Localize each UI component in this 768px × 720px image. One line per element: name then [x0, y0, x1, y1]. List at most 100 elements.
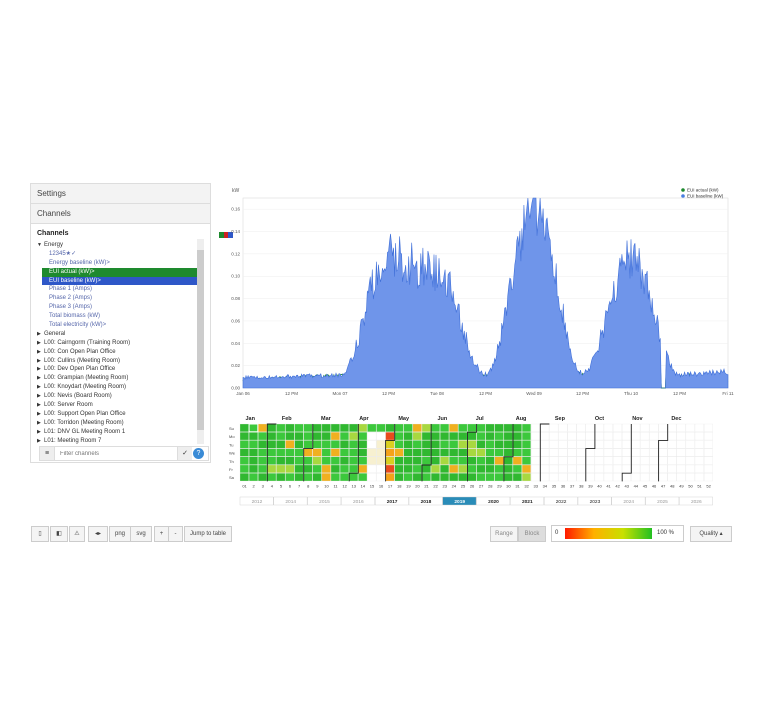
- heatmap-cell[interactable]: [576, 448, 586, 457]
- heatmap-cell[interactable]: [467, 464, 477, 473]
- heatmap-cell[interactable]: [285, 473, 295, 482]
- heatmap-cell[interactable]: [540, 448, 550, 457]
- heatmap-cell[interactable]: [603, 448, 613, 457]
- heatmap-cell[interactable]: [430, 473, 440, 482]
- heatmap-cell[interactable]: [394, 432, 404, 441]
- heatmap-cell[interactable]: [239, 423, 249, 432]
- heatmap-cell[interactable]: [521, 464, 531, 473]
- heatmap-cell[interactable]: [258, 432, 268, 441]
- heatmap-cell[interactable]: [321, 432, 331, 441]
- heatmap-cell[interactable]: [485, 440, 495, 449]
- heatmap-cell[interactable]: [576, 473, 586, 482]
- caret-right-icon[interactable]: ▶: [37, 366, 41, 373]
- heatmap-cell[interactable]: [358, 473, 368, 482]
- heatmap-cell[interactable]: [285, 456, 295, 465]
- heatmap-cell[interactable]: [531, 464, 541, 473]
- heatmap-cell[interactable]: [449, 440, 459, 449]
- heatmap-cell[interactable]: [339, 448, 349, 457]
- heatmap-cell[interactable]: [303, 473, 313, 482]
- caret-right-icon[interactable]: ▶: [37, 393, 41, 400]
- heatmap-cell[interactable]: [467, 473, 477, 482]
- heatmap-cell[interactable]: [412, 448, 422, 457]
- heatmap-cell[interactable]: [521, 448, 531, 457]
- year-button[interactable]: [442, 496, 477, 506]
- heatmap-cell[interactable]: [303, 456, 313, 465]
- heatmap-cell[interactable]: [658, 448, 668, 457]
- heatmap-cell[interactable]: [640, 432, 650, 441]
- heatmap-cell[interactable]: [622, 432, 632, 441]
- heatmap-cell[interactable]: [403, 456, 413, 465]
- heatmap-cell[interactable]: [622, 473, 632, 482]
- heatmap-cell[interactable]: [458, 432, 468, 441]
- year-button[interactable]: [239, 496, 274, 506]
- heatmap-cell[interactable]: [512, 448, 522, 457]
- layers-icon[interactable]: ◧: [50, 526, 68, 542]
- heatmap-cell[interactable]: [576, 423, 586, 432]
- channel-tree-item[interactable]: ▶ L00: Grampian (Meeting Room): [37, 374, 197, 383]
- channel-tree-item[interactable]: ▶ L00: Support Open Plan Office: [37, 410, 197, 419]
- heatmap-cell[interactable]: [267, 432, 277, 441]
- heatmap-cell[interactable]: [640, 423, 650, 432]
- heatmap-cell[interactable]: [649, 448, 659, 457]
- heatmap-cell[interactable]: [467, 423, 477, 432]
- heatmap-cell[interactable]: [558, 456, 568, 465]
- heatmap-cell[interactable]: [403, 464, 413, 473]
- heatmap-cell[interactable]: [349, 473, 359, 482]
- heatmap-cell[interactable]: [403, 473, 413, 482]
- heatmap-cell[interactable]: [476, 448, 486, 457]
- year-button[interactable]: [679, 496, 713, 506]
- heatmap-cell[interactable]: [358, 448, 368, 457]
- heatmap-cell[interactable]: [412, 423, 422, 432]
- heatmap-cell[interactable]: [567, 464, 577, 473]
- heatmap-cell[interactable]: [640, 473, 650, 482]
- heatmap-cell[interactable]: [494, 448, 504, 457]
- heatmap-cell[interactable]: [485, 423, 495, 432]
- heatmap-cell[interactable]: [294, 456, 304, 465]
- heatmap-cell[interactable]: [576, 464, 586, 473]
- heatmap-cell[interactable]: [558, 423, 568, 432]
- heatmap-cell[interactable]: [631, 432, 641, 441]
- check-icon[interactable]: ✓: [177, 447, 192, 460]
- heatmap-cell[interactable]: [603, 473, 613, 482]
- caret-right-icon[interactable]: ▶: [37, 348, 41, 355]
- heatmap-cell[interactable]: [703, 423, 713, 432]
- heatmap-cell[interactable]: [685, 456, 695, 465]
- heatmap-cell[interactable]: [631, 440, 641, 449]
- heatmap-cell[interactable]: [631, 456, 641, 465]
- heatmap-cell[interactable]: [676, 473, 686, 482]
- heatmap-cell[interactable]: [576, 456, 586, 465]
- heatmap-cell[interactable]: [494, 473, 504, 482]
- heatmap-cell[interactable]: [330, 473, 340, 482]
- heatmap-cell[interactable]: [658, 456, 668, 465]
- heatmap-cell[interactable]: [540, 423, 550, 432]
- heatmap-cell[interactable]: [349, 432, 359, 441]
- heatmap-cell[interactable]: [694, 464, 704, 473]
- heatmap-cell[interactable]: [421, 432, 431, 441]
- heatmap-cell[interactable]: [549, 456, 559, 465]
- heatmap-cell[interactable]: [258, 473, 268, 482]
- heatmap-cell[interactable]: [467, 456, 477, 465]
- warning-icon[interactable]: ⚠: [69, 526, 85, 542]
- heatmap-cell[interactable]: [658, 423, 668, 432]
- heatmap-cell[interactable]: [567, 440, 577, 449]
- heatmap-cell[interactable]: [321, 473, 331, 482]
- heatmap-cell[interactable]: [385, 473, 395, 482]
- heatmap-cell[interactable]: [685, 432, 695, 441]
- heatmap-cell[interactable]: [312, 423, 322, 432]
- heatmap-cell[interactable]: [430, 423, 440, 432]
- heatmap-cell[interactable]: [430, 464, 440, 473]
- heatmap-cell[interactable]: [321, 456, 331, 465]
- heatmap-cell[interactable]: [394, 440, 404, 449]
- heatmap-cell[interactable]: [421, 423, 431, 432]
- heatmap-cell[interactable]: [394, 473, 404, 482]
- heatmap-cell[interactable]: [612, 423, 622, 432]
- heatmap-cell[interactable]: [676, 423, 686, 432]
- heatmap-cell[interactable]: [658, 464, 668, 473]
- heatmap-cell[interactable]: [339, 432, 349, 441]
- heatmap-cell[interactable]: [385, 456, 395, 465]
- year-button[interactable]: [510, 496, 544, 506]
- heatmap-cell[interactable]: [640, 456, 650, 465]
- heatmap-cell[interactable]: [531, 440, 541, 449]
- caret-right-icon[interactable]: ▶: [37, 419, 41, 426]
- scrollbar-thumb[interactable]: [197, 250, 204, 430]
